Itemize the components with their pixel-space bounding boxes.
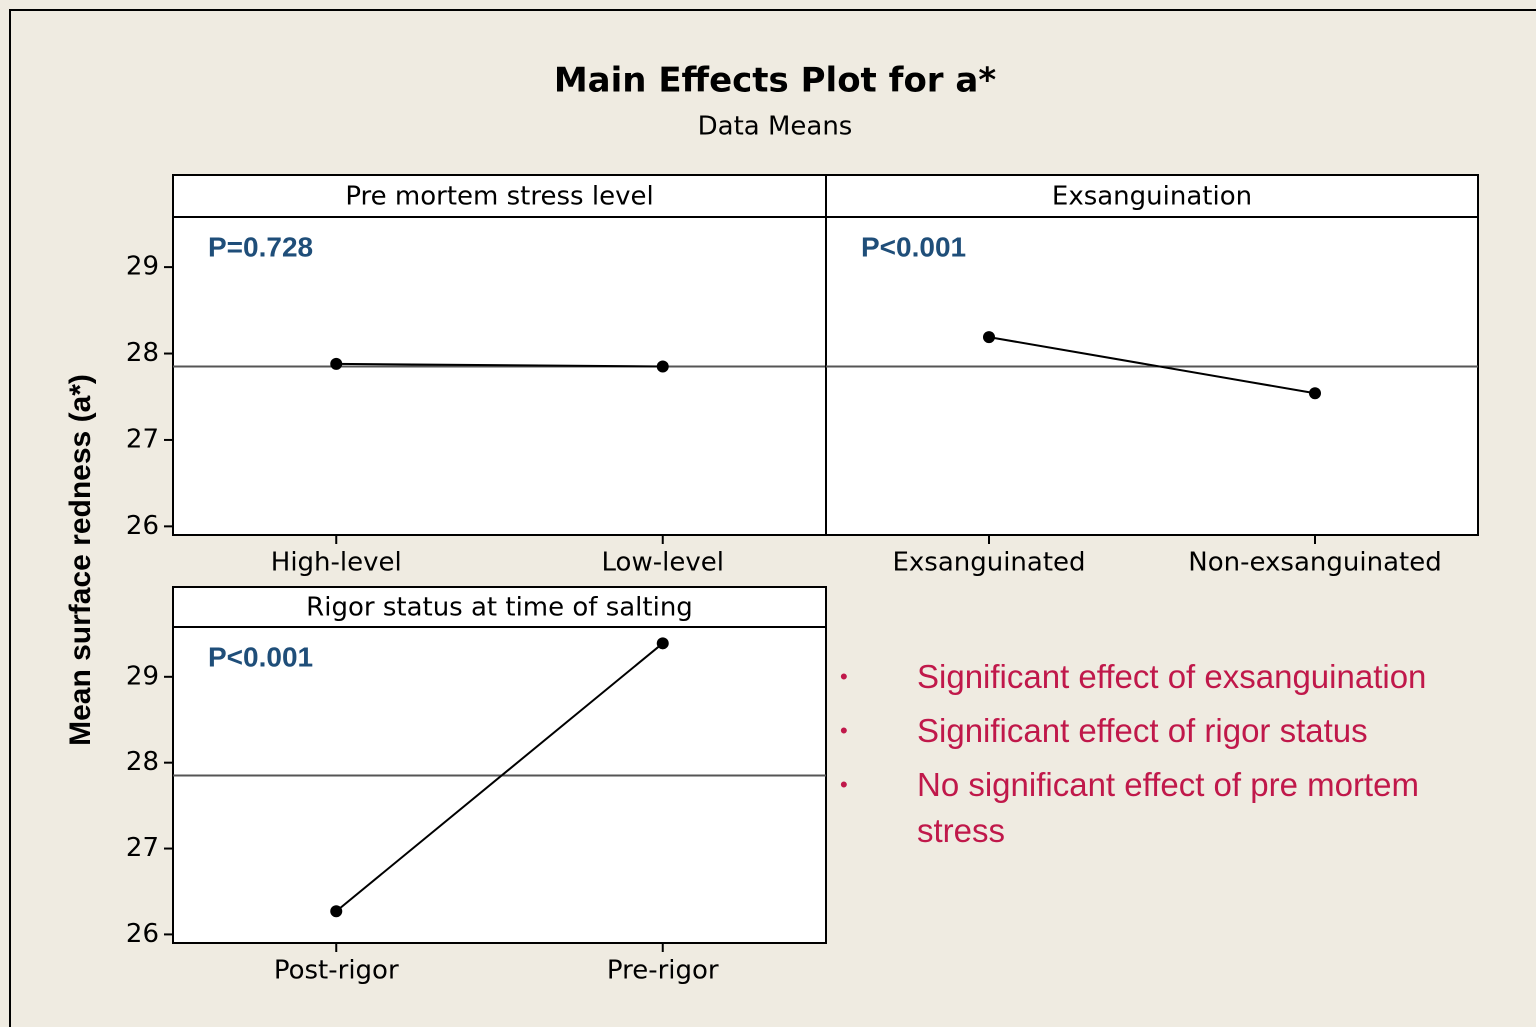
x-tick-label: Low-level — [602, 548, 724, 578]
x-tick-label: Exsanguinated — [892, 548, 1085, 578]
y-tick-label: 29 — [126, 661, 159, 691]
note: No significant effect of pre mortem stre… — [840, 762, 1500, 854]
y-tick-label: 28 — [126, 747, 159, 777]
panel-title: Exsanguination — [1052, 182, 1252, 212]
y-tick-label: 29 — [126, 252, 159, 282]
p-value: P<0.001 — [861, 231, 966, 262]
effect-line — [335, 642, 664, 913]
note: Significant effect of exsanguination — [840, 654, 1500, 700]
frame — [9, 9, 1536, 1027]
effect-line — [336, 362, 663, 368]
y-axis-label: Mean surface redness (a*) — [64, 374, 97, 746]
point — [1309, 387, 1321, 400]
p-value: P=0.728 — [208, 231, 313, 262]
x-tick-label: Pre-rigor — [607, 956, 719, 986]
y-tick-label: 27 — [126, 833, 159, 863]
point — [656, 360, 669, 373]
y-tick-label: 26 — [126, 511, 159, 541]
point — [656, 637, 669, 650]
y-tick-label: 28 — [126, 338, 159, 368]
x-tick-label: Post-rigor — [274, 956, 399, 986]
panel — [825, 174, 1479, 536]
note: Significant effect of rigor status — [840, 708, 1500, 754]
notes: Significant effect of exsanguination Sign… — [840, 654, 1500, 862]
point — [330, 905, 343, 918]
chart-subtitle: Data Means — [698, 112, 853, 142]
chart-title: Main Effects Plot for a* — [554, 61, 997, 101]
effect-line — [988, 336, 1316, 395]
x-tick-label: Non-exsanguinated — [1188, 548, 1441, 578]
panel-title: Pre mortem stress level — [345, 182, 653, 212]
panel — [172, 174, 827, 536]
y-tick-label: 27 — [126, 424, 159, 454]
y-tick-label: 26 — [126, 919, 159, 949]
point — [330, 357, 343, 370]
point — [983, 331, 995, 344]
panel-title: Rigor status at time of salting — [306, 593, 693, 623]
p-value: P<0.001 — [208, 641, 313, 672]
x-tick-label: High-level — [271, 548, 402, 578]
panel — [172, 586, 827, 944]
